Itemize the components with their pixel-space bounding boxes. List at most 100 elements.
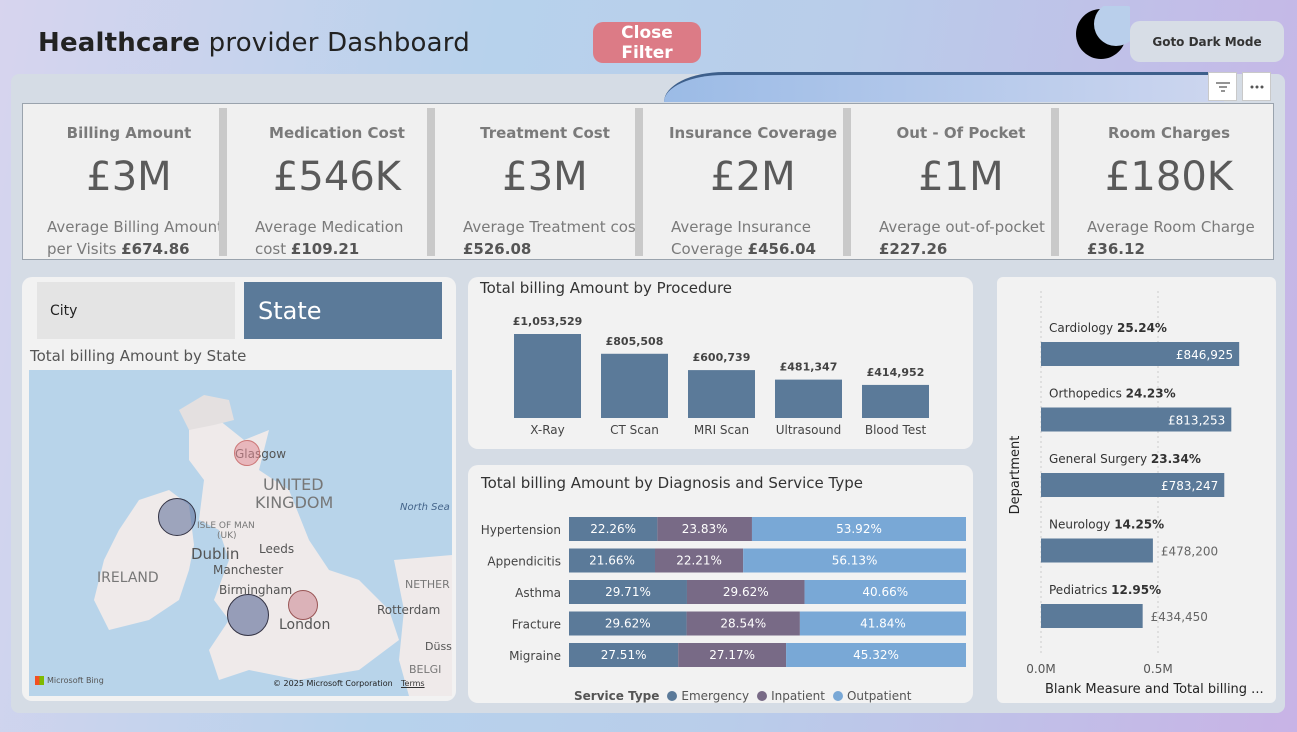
procedure-data-label: £600,739 — [693, 351, 751, 364]
procedure-category-label: Blood Test — [865, 423, 927, 437]
department-bar[interactable] — [1041, 407, 1232, 432]
map-label-london: London — [279, 617, 331, 633]
billing-map[interactable]: Glasgow UNITED KINGDOM ISLE OF MAN (UK) … — [29, 370, 452, 696]
legend-title: Service Type — [574, 689, 660, 703]
kpi-sub-value: £36.12 — [1087, 240, 1145, 258]
diagnosis-segment[interactable] — [743, 548, 966, 573]
kpi-value: £3M — [86, 154, 172, 200]
diagnosis-data-label: 40.66% — [862, 585, 908, 599]
diagnosis-segment[interactable] — [751, 517, 966, 541]
diagnosis-segment[interactable] — [657, 517, 752, 541]
map-label-uk: KINGDOM — [255, 493, 334, 512]
diagnosis-data-label: 21.66% — [589, 554, 635, 568]
department-category-label: Orthopedics 24.23% — [1049, 387, 1176, 401]
department-data-label: £846,925 — [1176, 348, 1233, 362]
map-terms-link[interactable]: Terms — [401, 679, 425, 688]
kpi-divider — [1051, 108, 1059, 256]
procedure-bar[interactable] — [601, 353, 668, 418]
procedure-data-label: £414,952 — [867, 366, 925, 379]
diagnosis-category-label: Asthma — [515, 586, 561, 600]
kpi-divider — [427, 108, 435, 256]
kpi-label: Room Charges — [1107, 124, 1231, 142]
close-filter-button[interactable]: Close Filter — [593, 22, 701, 63]
kpi-strip: Billing Amount £3M Average Billing Amoun… — [22, 103, 1274, 260]
department-x-axis-title: Blank Measure and Total billing ... — [1045, 682, 1264, 697]
kpi-sub-text: Average Room Charge — [1087, 218, 1255, 236]
department-category-label: Pediatrics 12.95% — [1049, 583, 1161, 597]
bing-label: Microsoft Bing — [47, 676, 104, 685]
legend-inpatient[interactable]: Inpatient — [771, 689, 825, 703]
department-x-tick: 0.0M — [1026, 662, 1055, 676]
diagnosis-segment[interactable] — [569, 611, 687, 636]
map-label-dublin: Dublin — [191, 545, 240, 563]
bing-logo: Microsoft Bing — [35, 676, 104, 685]
department-category-label: Cardiology 25.24% — [1049, 321, 1167, 335]
department-x-tick: 0.5M — [1143, 662, 1172, 676]
diagnosis-data-label: 45.32% — [853, 648, 899, 662]
filter-icon[interactable] — [1208, 72, 1237, 101]
decorative-tab — [664, 72, 1224, 102]
map-bubble[interactable] — [158, 498, 196, 536]
diagnosis-segment[interactable] — [799, 611, 966, 636]
kpi-sub-text: Average Medication cost — [255, 218, 404, 258]
diagnosis-segment[interactable] — [686, 611, 800, 636]
diagnosis-segment[interactable] — [654, 548, 744, 573]
moon-icon[interactable] — [1072, 6, 1130, 60]
department-category-label: Neurology 14.25% — [1049, 518, 1164, 532]
legend-outpatient[interactable]: Outpatient — [846, 689, 912, 703]
diagnosis-segment[interactable] — [786, 643, 966, 667]
diagnosis-category-label: Hypertension — [481, 523, 561, 537]
legend-dot-inpatient — [757, 691, 768, 701]
diagnosis-category-label: Appendicitis — [487, 555, 561, 569]
procedure-data-label: £1,053,529 — [513, 315, 583, 328]
diagnosis-chart-title: Total billing Amount by Diagnosis and Se… — [481, 474, 863, 492]
department-data-label: £813,253 — [1168, 414, 1225, 428]
procedure-category-label: MRI Scan — [694, 423, 749, 437]
map-label-manchester: Manchester — [213, 563, 284, 577]
kpi-sub-value: £456.04 — [747, 240, 816, 258]
department-bar[interactable] — [1041, 342, 1240, 366]
diagnosis-segment[interactable] — [569, 643, 679, 667]
more-options-icon[interactable] — [1242, 72, 1271, 101]
city-slicer-button[interactable]: City — [37, 282, 235, 339]
kpi-sub: Average Medication cost £109.21 — [255, 216, 435, 260]
state-slicer-button[interactable]: State — [244, 282, 442, 339]
kpi-card: Billing Amount £3M Average Billing Amoun… — [31, 104, 227, 259]
procedure-bar[interactable] — [514, 334, 581, 418]
map-bubble[interactable] — [288, 590, 318, 620]
map-copyright: © 2025 Microsoft Corporation — [273, 679, 393, 688]
kpi-card: Room Charges £180K Average Room Charge £… — [1071, 104, 1267, 259]
kpi-value: £3M — [502, 154, 588, 200]
procedure-category-label: Ultrasound — [776, 423, 842, 437]
kpi-sub: Average Insurance Coverage £456.04 — [671, 216, 851, 260]
kpi-value: £2M — [710, 154, 796, 200]
diagnosis-data-label: 27.17% — [709, 648, 755, 662]
department-y-axis-title: Department — [1008, 436, 1023, 515]
map-bubble[interactable] — [227, 594, 269, 636]
diagnosis-segment[interactable] — [686, 580, 805, 604]
procedure-bar[interactable] — [862, 384, 929, 418]
department-bar[interactable] — [1041, 604, 1143, 628]
procedure-data-label: £805,508 — [606, 335, 664, 348]
kpi-sub-value: £227.26 — [879, 240, 948, 258]
dark-mode-button[interactable]: Goto Dark Mode — [1130, 21, 1284, 62]
map-bubble[interactable] — [234, 440, 260, 466]
kpi-label: Medication Cost — [269, 124, 405, 142]
department-category-label: General Surgery 23.34% — [1049, 452, 1201, 466]
diagnosis-segment[interactable] — [569, 580, 687, 604]
department-bar[interactable] — [1041, 473, 1225, 497]
microsoft-logo-icon — [35, 676, 44, 685]
procedure-bar[interactable] — [688, 370, 755, 418]
diagnosis-segment[interactable] — [569, 517, 658, 541]
procedure-bar[interactable] — [775, 379, 842, 418]
diagnosis-segment[interactable] — [678, 643, 787, 667]
diagnosis-segment[interactable] — [804, 580, 966, 604]
map-label-isle: (UK) — [217, 531, 237, 541]
diagnosis-data-label: 22.26% — [590, 522, 636, 536]
kpi-sub-text: Average Treatment cost — [463, 218, 642, 236]
map-label-nether: NETHER — [405, 578, 450, 591]
diagnosis-segment[interactable] — [569, 548, 655, 573]
department-bar[interactable] — [1041, 538, 1153, 563]
legend-emergency[interactable]: Emergency — [681, 689, 750, 703]
kpi-value: £546K — [272, 154, 402, 200]
